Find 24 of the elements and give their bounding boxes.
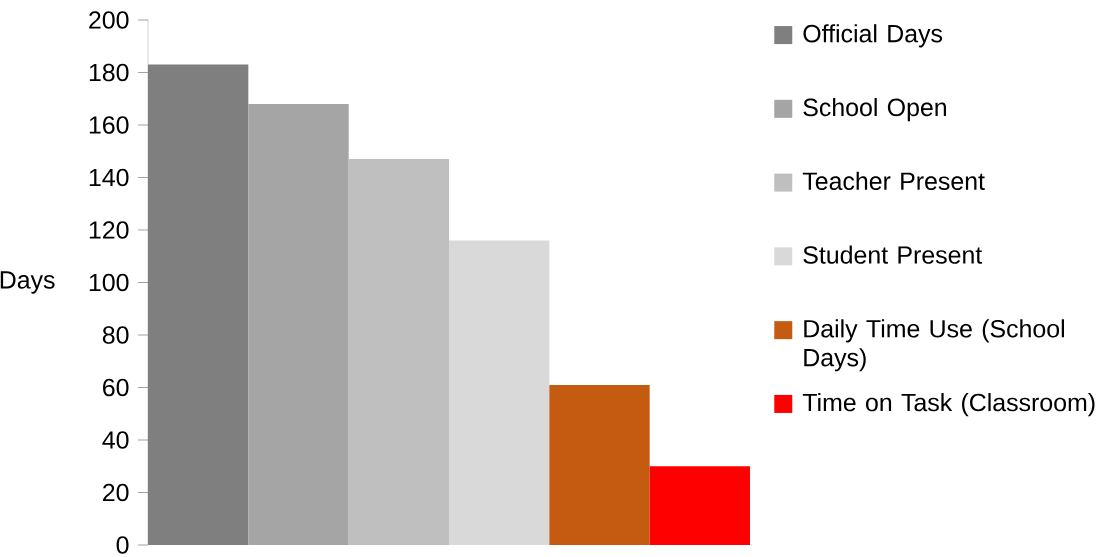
y-tick-label: 20 xyxy=(103,483,129,502)
y-tick-label: 120 xyxy=(89,221,129,239)
bar xyxy=(348,159,450,545)
legend-label: Teacher Present xyxy=(802,171,985,191)
legend-label: Official Days xyxy=(803,24,943,48)
bar xyxy=(248,104,349,545)
y-tick-label: 40 xyxy=(102,431,129,449)
legend-label: Time on Task (Classroom) xyxy=(802,393,1095,417)
bar xyxy=(449,240,550,545)
y-tick-label: 0 xyxy=(116,536,129,554)
bar xyxy=(148,64,249,545)
y-tick-label: 100 xyxy=(89,273,129,292)
y-tick-label: 80 xyxy=(102,326,129,344)
y-tick-label: 140 xyxy=(89,168,129,187)
bar xyxy=(549,384,650,545)
bar xyxy=(649,466,751,545)
legend-label: Daily Time Use (School Days) xyxy=(804,319,1064,372)
y-tick-label: 60 xyxy=(103,378,129,397)
y-tick-label: 180 xyxy=(89,63,129,82)
legend-label: School Open xyxy=(803,97,947,122)
y-tick-label: 160 xyxy=(89,116,129,134)
y-tick-label: 200 xyxy=(89,11,129,29)
legend-label: Student Present xyxy=(803,245,983,264)
y-axis-title: Days xyxy=(0,271,55,294)
